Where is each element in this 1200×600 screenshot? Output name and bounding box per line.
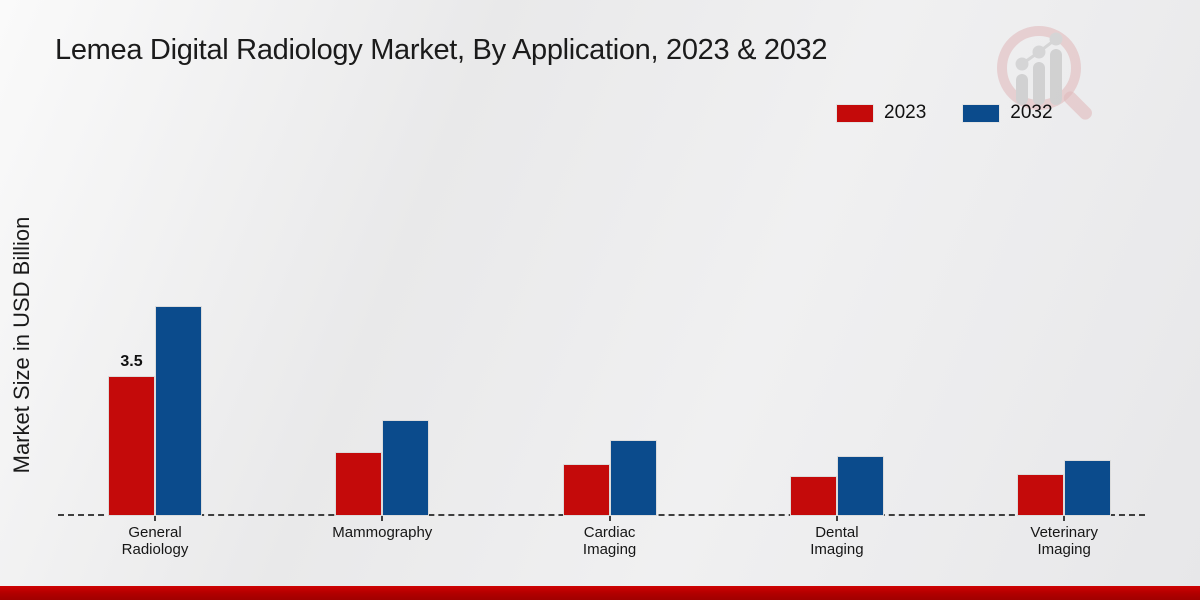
- bar-2023-general-radiology: [108, 376, 155, 516]
- x-axis-category-label: Mammography: [332, 524, 433, 541]
- legend-label-2023: 2023: [884, 102, 927, 123]
- x-axis-tick: [1063, 516, 1066, 521]
- legend-label-2032: 2032: [1010, 102, 1053, 123]
- x-axis-category-label: Dental Imaging: [810, 524, 864, 558]
- chart-title: Lemea Digital Radiology Market, By Appli…: [55, 34, 828, 66]
- x-axis-tick: [835, 516, 838, 521]
- x-axis-category-label: Cardiac Imaging: [582, 524, 637, 558]
- bar-2032-mammography: [382, 420, 430, 516]
- legend: 2023 2032: [836, 102, 1053, 124]
- bar-2023-veterinary-imaging: [1017, 474, 1065, 516]
- x-axis-tick: [381, 516, 384, 521]
- market-research-logo: [985, 22, 1103, 122]
- bar-2023-dental-imaging: [789, 476, 837, 516]
- bar-2023-cardiac-imaging: [562, 464, 610, 516]
- legend-swatch-2032: [962, 103, 1001, 123]
- magnifier-chart-icon: [997, 26, 1092, 120]
- x-axis-category-label: General Radiology: [121, 524, 189, 558]
- x-axis-tick: [608, 516, 611, 521]
- bar-2032-cardiac-imaging: [609, 440, 657, 516]
- legend-swatch-2023: [836, 103, 874, 123]
- bar-2032-veterinary-imaging: [1064, 460, 1112, 516]
- bar-value-label: 3.5: [120, 353, 143, 370]
- bar-2032-dental-imaging: [836, 456, 884, 516]
- x-axis-category-label: Veterinary Imaging: [1030, 524, 1098, 558]
- x-axis-tick: [154, 516, 156, 521]
- bar-2023-mammography: [335, 452, 383, 516]
- bar-2032-general-radiology: [155, 306, 202, 516]
- legend-item-2023: 2023: [836, 102, 926, 124]
- legend-item-2032: 2032: [962, 102, 1053, 124]
- footer-stripe: [0, 586, 1200, 600]
